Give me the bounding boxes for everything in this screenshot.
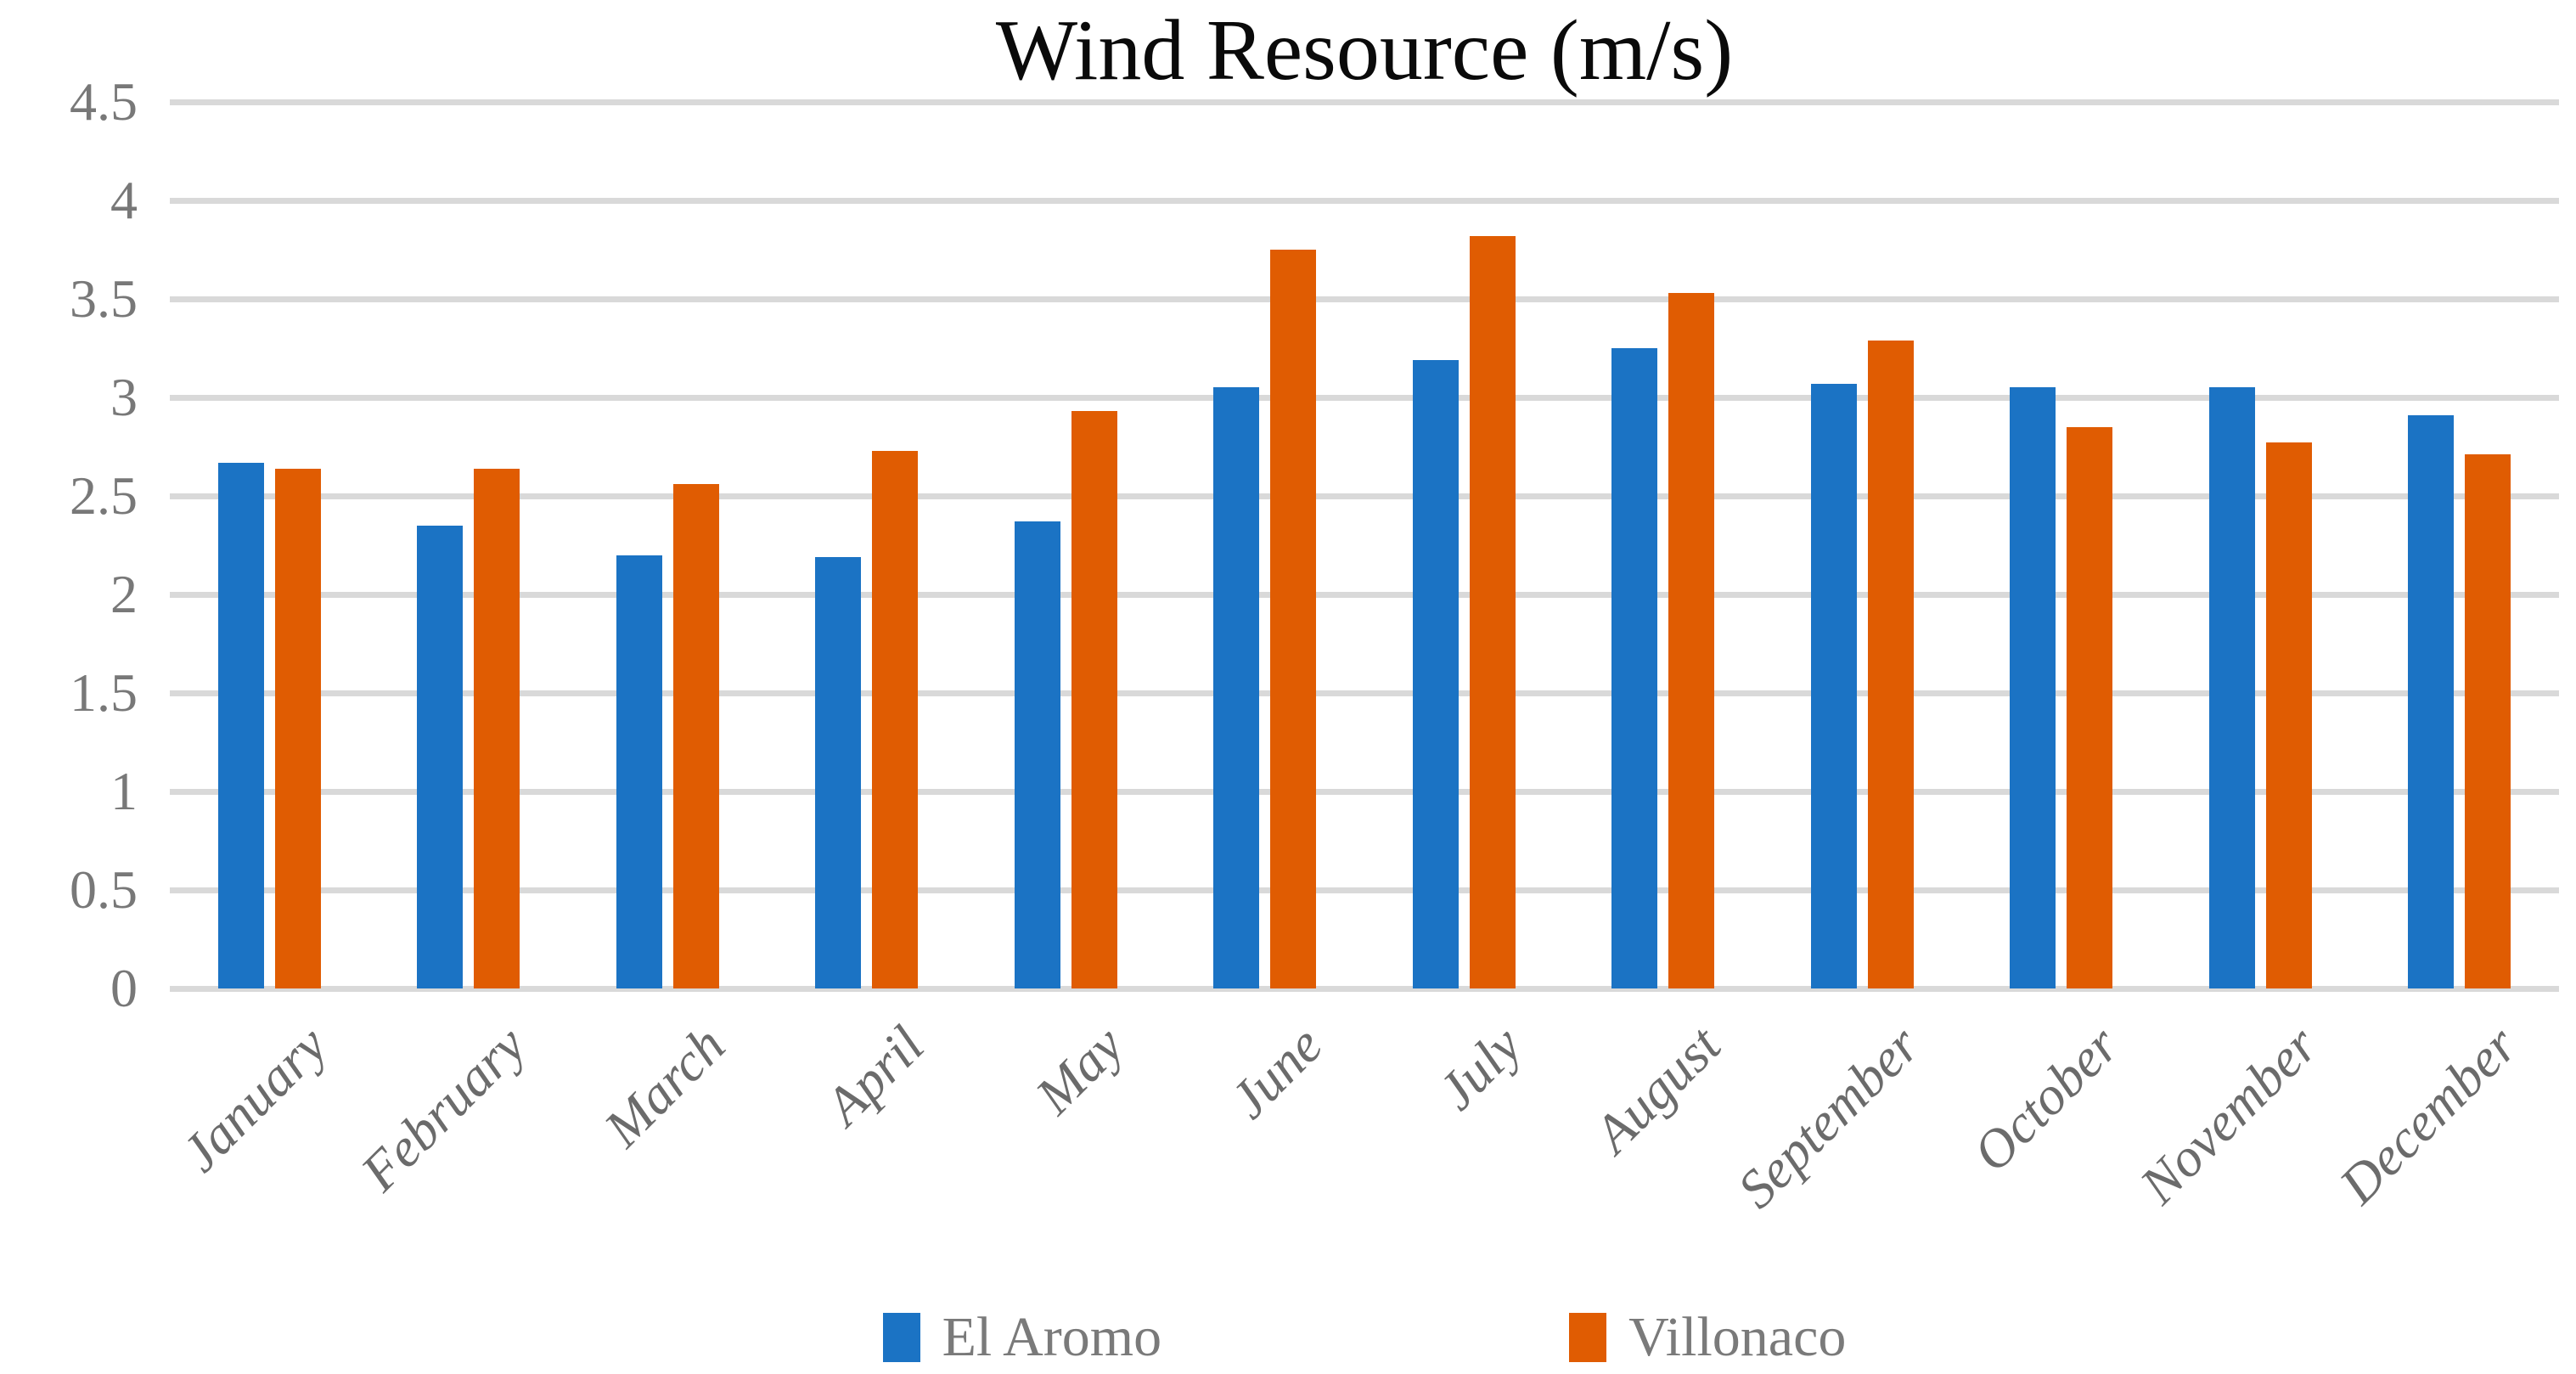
- bar-september-el-aromo: [1810, 383, 1857, 988]
- legend-label-el-aromo: El Aromo: [942, 1306, 1162, 1368]
- x-axis-label-june: June: [1218, 1014, 1334, 1130]
- bar-june-el-aromo: [1213, 387, 1260, 988]
- legend-item-villonaco: Villonaco: [1569, 1309, 1846, 1366]
- gridline-1.5: [170, 690, 2559, 696]
- legend-swatch-villonaco: [1569, 1313, 1607, 1362]
- y-tick-label-3.5: 3.5: [70, 268, 138, 329]
- gridline-4.5: [170, 99, 2559, 105]
- plot-area: [170, 99, 2559, 992]
- bar-november-villonaco: [2265, 442, 2312, 988]
- x-axis-label-august: August: [1582, 1014, 1732, 1164]
- y-tick-label-0: 0: [110, 958, 138, 1018]
- y-tick-label-3: 3: [110, 367, 138, 427]
- bar-february-villonaco: [474, 468, 520, 988]
- bar-december-villonaco: [2465, 454, 2511, 988]
- bar-december-el-aromo: [2408, 414, 2455, 988]
- gridline-2: [170, 591, 2559, 598]
- x-axis-label-may: May: [1023, 1014, 1135, 1126]
- bar-march-el-aromo: [616, 555, 662, 988]
- gridline-1: [170, 788, 2559, 795]
- bar-february-el-aromo: [417, 525, 464, 988]
- bar-january-el-aromo: [217, 462, 264, 988]
- bar-september-villonaco: [1867, 340, 1914, 988]
- bar-may-el-aromo: [1014, 521, 1060, 988]
- x-axis-label-february: February: [349, 1014, 537, 1202]
- x-axis-label-march: March: [592, 1014, 737, 1158]
- bar-june-villonaco: [1270, 250, 1317, 988]
- x-axis-label-november: November: [2128, 1014, 2330, 1215]
- x-axis-label-september: September: [1725, 1014, 1932, 1219]
- y-tick-label-4.5: 4.5: [70, 71, 138, 132]
- bar-march-villonaco: [672, 484, 719, 988]
- bar-april-villonaco: [872, 450, 919, 988]
- y-tick-label-2.5: 2.5: [70, 465, 138, 526]
- gridline-0.5: [170, 887, 2559, 893]
- bar-january-villonaco: [274, 468, 321, 988]
- x-axis-label-april: April: [813, 1014, 936, 1136]
- x-axis-label-october: October: [1961, 1014, 2130, 1184]
- chart-title: Wind Resource (m/s): [995, 3, 1734, 99]
- bar-july-el-aromo: [1412, 359, 1459, 988]
- y-tick-label-1.5: 1.5: [70, 662, 138, 723]
- x-axis-label-july: July: [1426, 1014, 1533, 1122]
- legend: El Aromo Villonaco: [170, 1309, 2559, 1366]
- y-tick-label-2: 2: [110, 564, 138, 624]
- bar-august-el-aromo: [1611, 348, 1658, 988]
- legend-item-el-aromo: El Aromo: [882, 1306, 1162, 1368]
- bar-april-el-aromo: [815, 556, 862, 988]
- bar-october-el-aromo: [2010, 387, 2056, 988]
- gridline-3.5: [170, 296, 2559, 302]
- y-tick-label-4: 4: [110, 170, 138, 230]
- x-axis-label-december: December: [2327, 1014, 2528, 1215]
- gridline-0: [170, 985, 2559, 992]
- gridline-4: [170, 197, 2559, 204]
- bar-august-villonaco: [1668, 293, 1715, 988]
- y-tick-label-0.5: 0.5: [70, 859, 138, 920]
- bar-october-villonaco: [2067, 426, 2113, 988]
- bar-may-villonaco: [1071, 411, 1117, 988]
- legend-swatch-el-aromo: [882, 1313, 920, 1362]
- gridline-3: [170, 394, 2559, 401]
- legend-label-villonaco: Villonaco: [1628, 1306, 1847, 1368]
- bar-november-el-aromo: [2208, 387, 2255, 988]
- x-axis-label-january: January: [169, 1014, 339, 1184]
- bar-july-villonaco: [1469, 235, 1516, 988]
- y-tick-label-1: 1: [110, 761, 138, 821]
- gridline-2.5: [170, 493, 2559, 499]
